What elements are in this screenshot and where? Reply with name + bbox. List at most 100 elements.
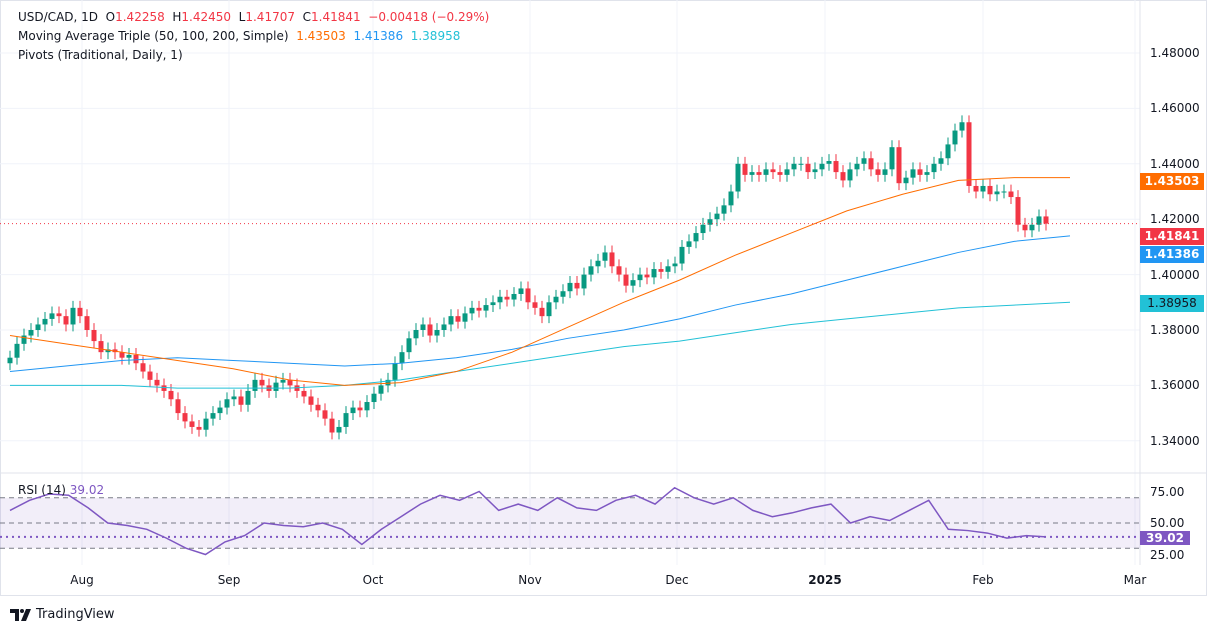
candle-body — [616, 266, 622, 275]
candle-body — [889, 147, 895, 170]
candle-body — [875, 169, 881, 175]
candle-body — [70, 307, 76, 325]
candle-body — [910, 169, 916, 178]
candle-body — [357, 407, 363, 411]
candle-body — [448, 316, 454, 325]
candle-body — [217, 407, 223, 414]
candle-body — [686, 241, 692, 247]
candle-body — [945, 144, 951, 159]
ma200-price-tag: 1.38958 — [1140, 295, 1204, 312]
rsi-legend[interactable]: RSI (14) 39.02 — [18, 483, 104, 497]
symbol-label[interactable]: USD/CAD, 1D — [18, 10, 99, 24]
candle-body — [322, 410, 328, 419]
candle-body — [770, 169, 776, 173]
candle-body — [630, 280, 636, 286]
candle-body — [784, 169, 790, 175]
ma50-value: 1.43503 — [296, 29, 346, 43]
price-tick-label: 1.38000 — [1150, 323, 1200, 337]
close-label: C — [302, 10, 312, 24]
low-label: L — [238, 10, 246, 24]
tradingview-logo[interactable]: TradingView — [10, 607, 115, 622]
candle-body — [105, 349, 111, 353]
candle-body — [224, 399, 230, 408]
candle-body — [203, 418, 209, 430]
candle-body — [336, 426, 342, 433]
candle-body — [532, 302, 538, 308]
candle-body — [973, 185, 979, 192]
candle-body — [427, 324, 433, 336]
candle-body — [756, 172, 762, 175]
candle-body — [77, 307, 83, 317]
candle-body — [35, 324, 41, 330]
candle-body — [854, 163, 860, 170]
rsi-value-tag: 39.02 — [1140, 531, 1190, 545]
candle-body — [1015, 197, 1021, 225]
candle-body — [259, 379, 265, 386]
candle-body — [483, 305, 489, 311]
candle-body — [182, 413, 188, 422]
candle-body — [175, 399, 181, 414]
ma50-price-tag: 1.43503 — [1140, 173, 1204, 190]
open-label: O — [105, 10, 116, 24]
candle-body — [994, 191, 1000, 195]
candle-body — [147, 371, 153, 380]
candle-body — [602, 252, 608, 261]
candle-body — [1029, 224, 1035, 231]
time-tick-label: Oct — [362, 573, 384, 587]
candle-body — [735, 163, 741, 192]
candle-body — [896, 147, 902, 184]
candle-body — [707, 219, 713, 225]
candle-body — [497, 296, 503, 303]
candle-body — [749, 172, 755, 175]
candle-body — [1001, 191, 1007, 193]
candle-body — [462, 313, 468, 322]
rsi-tick-label: 25.00 — [1150, 547, 1185, 562]
candle-body — [861, 158, 867, 164]
pivots-legend[interactable]: Pivots (Traditional, Daily, 1) — [18, 48, 183, 62]
candle-body — [658, 269, 664, 272]
candle-body — [371, 393, 377, 403]
last-price-tag: 1.41841 — [1140, 228, 1204, 245]
candle-body — [161, 385, 167, 391]
candle-body — [672, 263, 678, 267]
candle-body — [574, 282, 580, 289]
ma100-price-tag: 1.41386 — [1140, 246, 1204, 263]
candle-body — [280, 379, 286, 383]
candle-body — [539, 307, 545, 317]
candle-body — [119, 352, 125, 358]
candle-body — [378, 385, 384, 394]
candle-body — [455, 316, 461, 322]
close-value: 1.41841 — [311, 10, 361, 24]
candle-body — [819, 163, 825, 170]
candle-body — [728, 191, 734, 206]
candle-body — [406, 338, 412, 353]
candle-body — [385, 379, 391, 386]
candle-body — [63, 316, 69, 325]
candle-body — [826, 161, 832, 164]
candle-body — [805, 163, 811, 173]
candle-body — [308, 396, 314, 405]
price-tick-label: 1.44000 — [1150, 156, 1200, 171]
candle-body — [273, 382, 279, 391]
rsi-tick-label: 50.00 — [1150, 516, 1185, 530]
ma-legend[interactable]: Moving Average Triple (50, 100, 200, Sim… — [18, 29, 460, 43]
candle-body — [938, 158, 944, 164]
candle-body — [441, 324, 447, 330]
ma100-line — [9, 235, 1071, 373]
candle-body — [287, 379, 293, 386]
time-tick-label: 2025 — [808, 573, 842, 587]
candle-body — [742, 163, 748, 175]
candle-body — [679, 246, 685, 264]
chart-frame — [0, 0, 1207, 596]
ma200-value: 1.38958 — [410, 29, 461, 43]
candle-body — [623, 274, 629, 286]
candle-body — [133, 354, 139, 364]
candle-body — [315, 404, 321, 411]
candle-body — [721, 205, 727, 214]
ma50-line — [9, 177, 1070, 386]
candle-body — [91, 330, 97, 342]
candle-body — [1036, 216, 1042, 225]
candle-body — [567, 282, 573, 292]
